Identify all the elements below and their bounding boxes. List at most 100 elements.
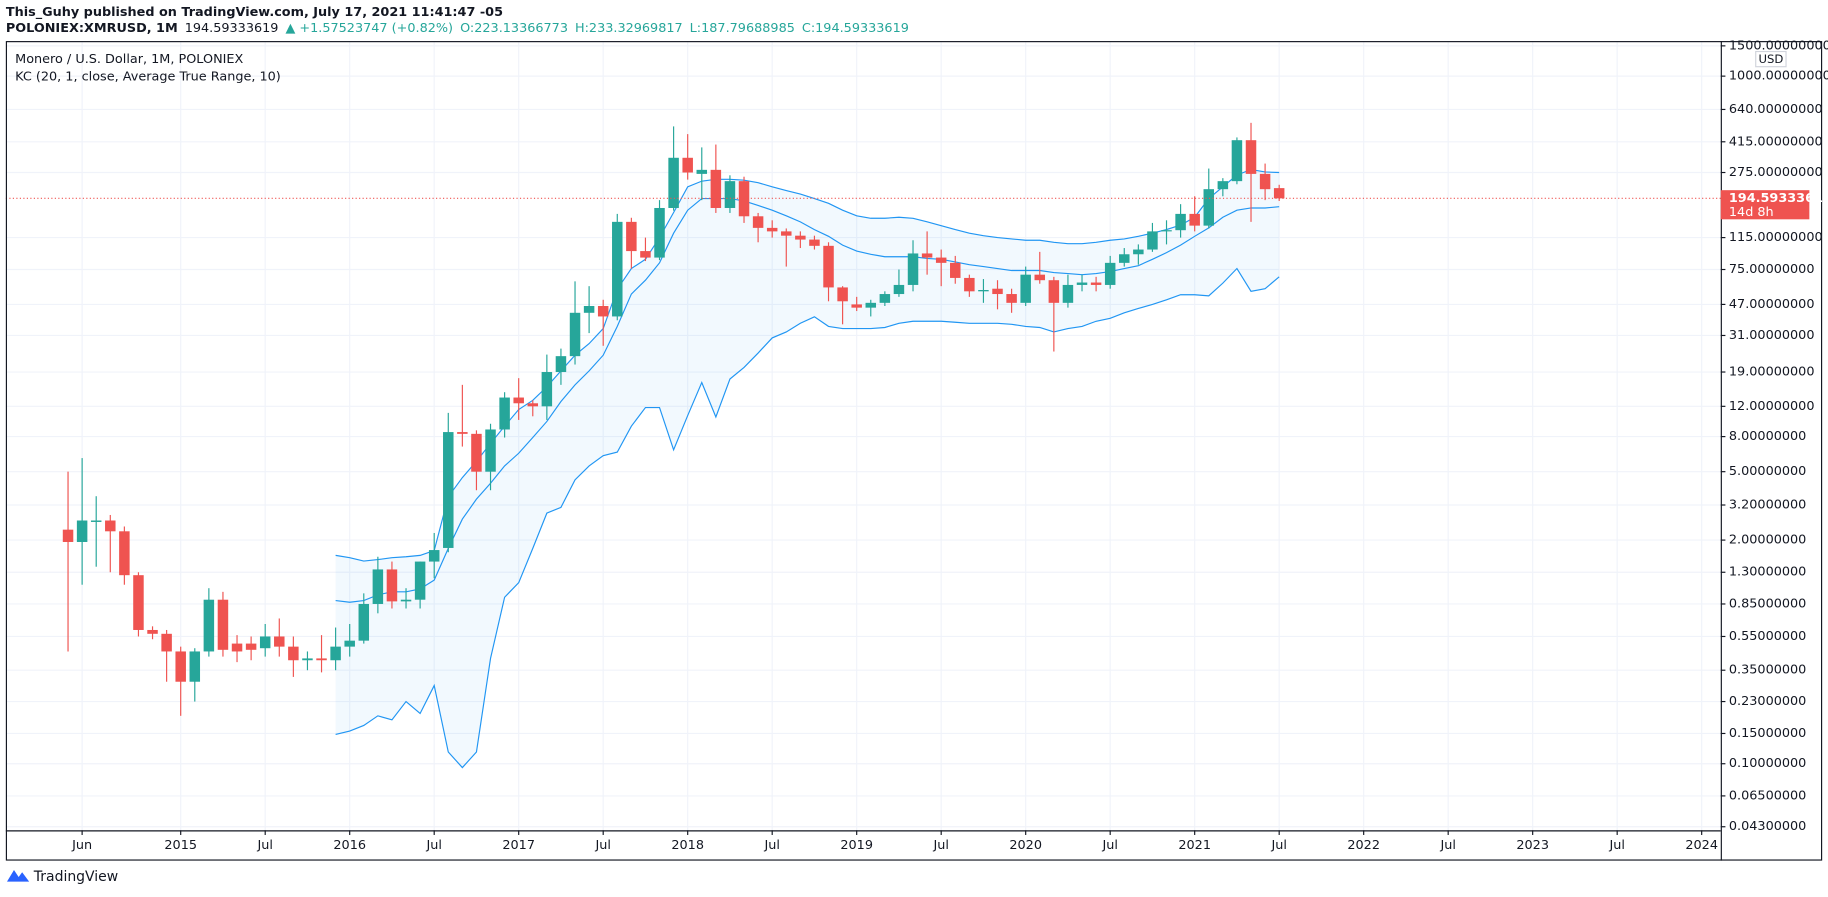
candle-body [597, 306, 609, 317]
candle-body [62, 529, 74, 542]
footer-logo [6, 869, 30, 882]
candle-body [851, 304, 862, 308]
candle-body [907, 253, 919, 285]
candle-body [1133, 249, 1144, 255]
x-tick-label: 2024 [1685, 838, 1718, 853]
candle-body [1161, 230, 1172, 232]
candle-body [921, 253, 933, 258]
candle-body [344, 640, 355, 647]
channel-lower [335, 267, 1280, 769]
candle-body [752, 216, 764, 228]
candle-body [696, 169, 708, 174]
candle-body [161, 633, 172, 652]
y-tick-label: 8.00000000 [1729, 429, 1806, 444]
last-price-box [1720, 190, 1810, 220]
last: 194.59333619 [185, 21, 279, 36]
author: This_Guhy published on TradingView.com, … [6, 4, 503, 19]
candle-body [400, 599, 412, 602]
candle-body [541, 372, 553, 407]
candle-body [1104, 262, 1116, 285]
x-tick-label: 2017 [502, 838, 535, 853]
x-tick-label: Jul [594, 838, 610, 853]
y-tick-label: 2.00000000 [1729, 533, 1806, 548]
candle-body [288, 646, 299, 661]
candle-body [569, 312, 581, 357]
y-tick-label: 0.10000000 [1729, 756, 1806, 771]
candle-body [231, 643, 243, 652]
candle-body [189, 651, 201, 682]
change: ▲ +1.57523747 (+0.82%) [285, 21, 453, 36]
candle-body [316, 658, 327, 661]
candle-body [1245, 140, 1257, 174]
candle-body [1189, 213, 1200, 226]
currency: USD [1758, 52, 1783, 66]
candle-body [935, 257, 947, 263]
candle-body [823, 245, 834, 288]
candle-body [1006, 294, 1017, 303]
candle-body [259, 636, 271, 649]
plot [5, 122, 1721, 769]
channel-middle [335, 197, 1280, 603]
indicator-legend: KC (20, 1, close, Average True Range, 10… [15, 70, 281, 85]
x-tick-label: Jul [425, 838, 441, 853]
candle-body [217, 599, 229, 650]
y-tick-label: 0.35000000 [1729, 663, 1806, 678]
candle-body [133, 575, 144, 630]
candle-body [274, 636, 285, 647]
candle-body [1231, 140, 1243, 182]
y-tick-label: 3.20000000 [1729, 498, 1806, 513]
candle-body [1034, 274, 1046, 281]
candle-body [330, 646, 341, 661]
y-tick-label: 415.00000000 [1729, 134, 1823, 149]
candle-body [1090, 282, 1102, 285]
candle-body [766, 227, 778, 232]
candle-body [203, 599, 215, 652]
y-tick-label: 0.06500000 [1729, 788, 1806, 803]
candle-body [76, 520, 88, 542]
x-tick-label: 2015 [164, 838, 197, 853]
candle-body [668, 157, 679, 208]
logo-icon [6, 869, 30, 882]
candle-body [175, 651, 186, 682]
candle-body [893, 284, 905, 295]
candle-body [626, 221, 637, 252]
y-tick-label: 31.00000000 [1729, 328, 1815, 343]
candle-body [1076, 282, 1088, 285]
candle-body [245, 643, 257, 650]
channel-fill [335, 169, 1280, 768]
candle-body [710, 169, 722, 208]
candle-body [457, 432, 468, 434]
chart-border [5, 41, 1823, 861]
candle-body [105, 520, 116, 532]
x-tick-label: 2019 [840, 838, 873, 853]
candle-body [795, 235, 806, 240]
chart-title: Monero / U.S. Dollar, 1M, POLONIEX [15, 52, 243, 67]
candle-body [499, 397, 510, 430]
y-tick-label: 75.00000000 [1729, 262, 1815, 277]
x-tick-label: Jul [1101, 838, 1117, 853]
candle-body [1203, 189, 1215, 226]
candle-body [513, 397, 524, 404]
footer-brand: TradingView [33, 869, 118, 885]
y-tick-label: 640.00000000 [1729, 102, 1823, 117]
candle-body [654, 207, 665, 258]
candle-body [119, 531, 130, 576]
x-tick-label: Jul [932, 838, 948, 853]
x-tick-label: 2022 [1347, 838, 1380, 853]
candle-body [414, 561, 426, 600]
y-tick-label: 12.00000000 [1729, 399, 1815, 414]
candle-body [1147, 231, 1158, 250]
candle-body [964, 277, 975, 292]
candle-body [147, 629, 158, 634]
candle-body [443, 432, 454, 548]
x-tick-label: Jul [1270, 838, 1286, 853]
y-tick-label: 0.15000000 [1729, 726, 1806, 741]
candle-body [527, 403, 539, 407]
candle-body [386, 569, 398, 602]
y-tick-label: 0.04300000 [1729, 819, 1806, 834]
x-tick-label: Jun [71, 838, 92, 853]
x-tick-label: Jul [763, 838, 779, 853]
y-tick-label: 5.00000000 [1729, 464, 1806, 479]
y-tick-label: 1500.00000000 [1729, 38, 1828, 53]
x-tick-label: 2023 [1516, 838, 1549, 853]
